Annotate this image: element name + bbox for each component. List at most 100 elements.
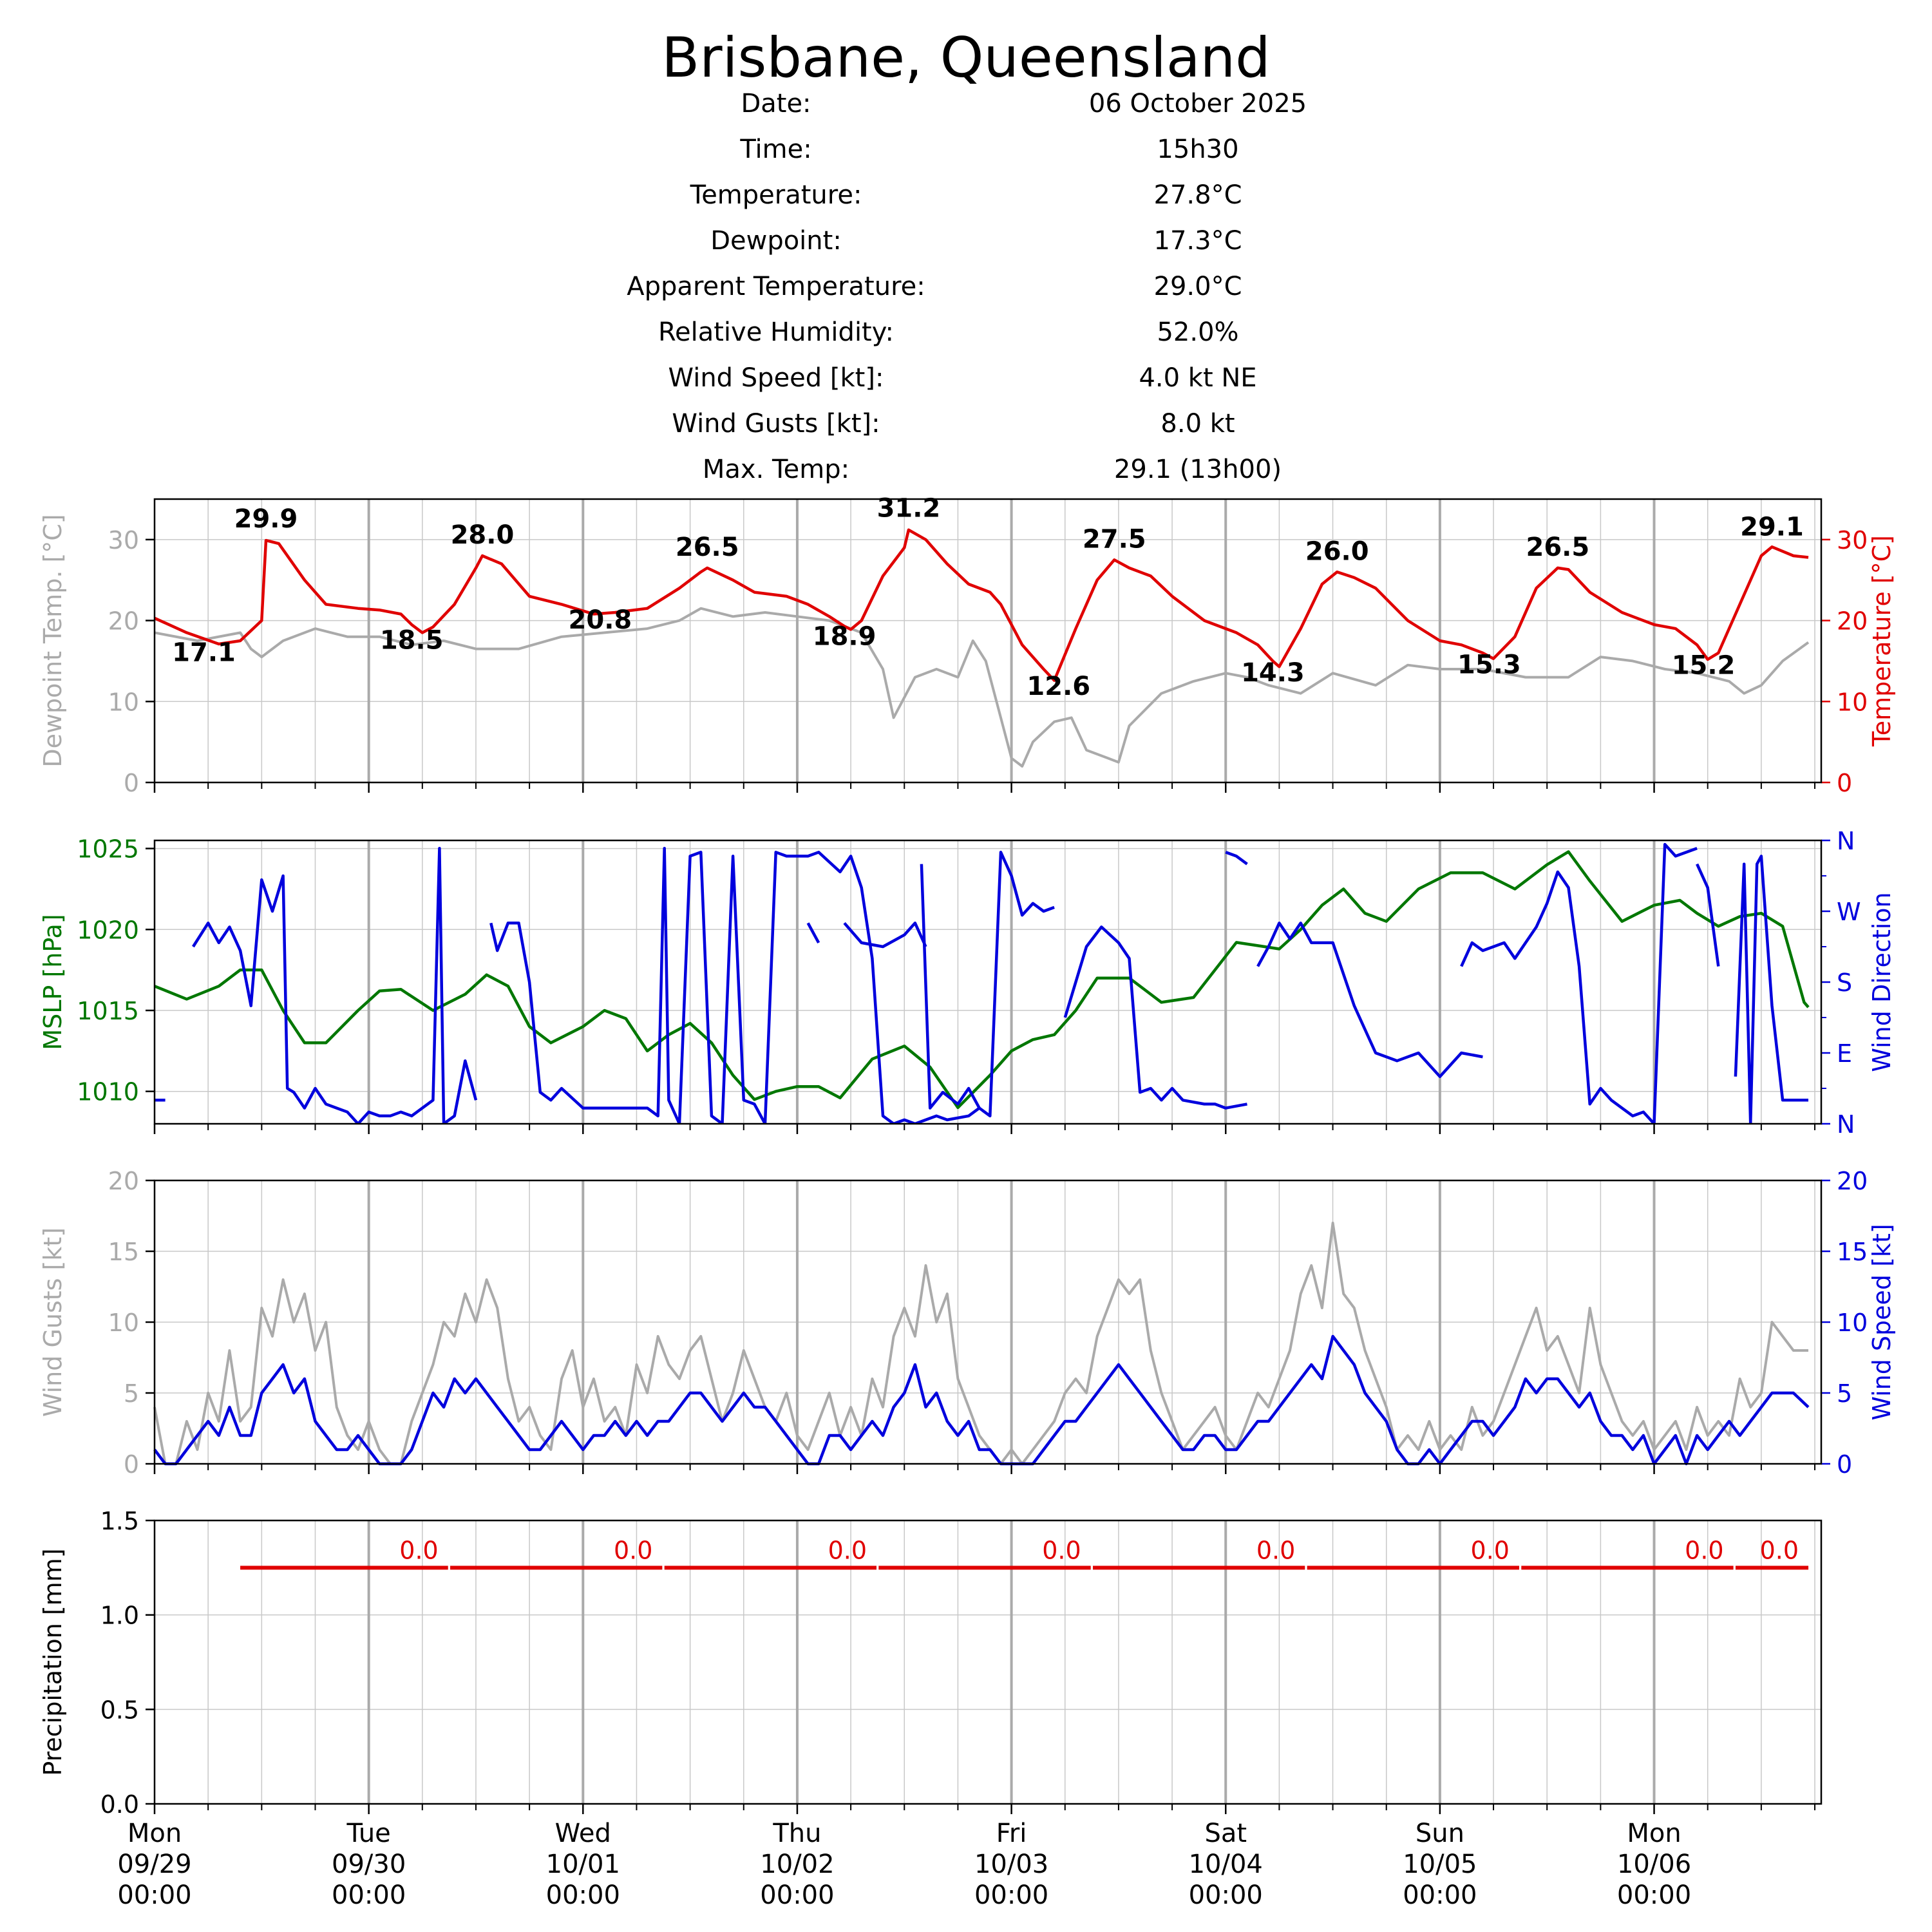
precipitation-value-label: 0.0 <box>1471 1536 1510 1564</box>
info-value-relative-humidity: 52.0% <box>1157 317 1239 347</box>
y-tick-label: 1.0 <box>100 1602 139 1630</box>
temperature-line <box>154 528 1809 682</box>
temperature-extreme-label: 20.8 <box>569 605 632 635</box>
y-axis-label-right: Wind Direction <box>1868 892 1896 1072</box>
y-tick-label: 5 <box>124 1379 139 1408</box>
x-tick-label-date: 10/03 <box>974 1850 1048 1879</box>
y-tick-label-right: 10 <box>1837 1309 1868 1337</box>
temperature-extreme-label: 29.9 <box>234 504 298 534</box>
temperature-extreme-label: 31.2 <box>877 494 941 524</box>
y-axis-label-right: Temperature [°C] <box>1868 535 1896 747</box>
y-tick-label-right: W <box>1837 898 1861 926</box>
info-label-date: Date: <box>741 89 811 118</box>
info-label-apparent-temperature: Apparent Temperature: <box>627 272 925 301</box>
y-tick-label-right: E <box>1837 1039 1852 1068</box>
temperature-extreme-label: 17.1 <box>172 638 236 667</box>
info-value-date: 06 October 2025 <box>1088 89 1307 118</box>
y-tick-label-right: 20 <box>1837 607 1868 636</box>
y-tick-label: 0.5 <box>100 1696 139 1724</box>
x-tick-label-date: 10/05 <box>1403 1850 1477 1879</box>
info-value-dewpoint: 17.3°C <box>1153 226 1242 256</box>
temperature-extreme-label: 15.2 <box>1672 651 1736 681</box>
y-tick-label-right: 10 <box>1837 688 1868 716</box>
info-table: Date: 06 October 2025 Time: 15h30 Temper… <box>0 0 1932 489</box>
panel-frame <box>153 498 1823 784</box>
y-tick-label: 10 <box>108 1309 139 1337</box>
temperature-extreme-label: 26.5 <box>1526 533 1589 562</box>
x-tick-label-time: 00:00 <box>117 1880 191 1910</box>
x-tick-label-time: 00:00 <box>1617 1880 1691 1910</box>
chart-title: Brisbane, Queensland <box>661 26 1271 90</box>
y-tick-label: 1015 <box>77 997 139 1025</box>
y-tick-label: 1020 <box>77 916 139 944</box>
x-tick-label-date: 10/04 <box>1189 1850 1263 1879</box>
info-label-dewpoint: Dewpoint: <box>710 226 842 256</box>
y-tick-label: 1010 <box>77 1078 139 1106</box>
x-tick-label-day: Thu <box>772 1819 821 1848</box>
x-tick-label-date: 10/06 <box>1617 1850 1691 1879</box>
pressure-panel-plot <box>155 842 1810 1124</box>
x-tick-label-date: 09/29 <box>117 1850 191 1879</box>
info-label-wind-speed: Wind Speed [kt]: <box>668 363 884 393</box>
info-label-time: Time: <box>740 135 812 164</box>
precipitation-value-label: 0.0 <box>614 1536 652 1564</box>
x-tick-label-time: 00:00 <box>760 1880 834 1910</box>
info-label-temperature: Temperature: <box>690 180 862 210</box>
x-tick-label-day: Wed <box>555 1819 611 1848</box>
wind-direction-line <box>1063 925 1247 1110</box>
info-label-wind-gusts: Wind Gusts [kt]: <box>672 409 880 439</box>
y-tick-label: 20 <box>108 1167 139 1195</box>
y-tick-label: 1025 <box>77 835 139 864</box>
precipitation-value-label: 0.0 <box>828 1536 867 1564</box>
y-tick-label: 1.5 <box>100 1507 139 1535</box>
precipitation-value-label: 0.0 <box>1042 1536 1081 1564</box>
y-axis-label-left: Precipitation [mm] <box>39 1548 67 1776</box>
dewpoint-line <box>154 607 1810 768</box>
precipitation-value-label: 0.0 <box>1256 1536 1295 1564</box>
info-value-max-temp: 29.1 (13h00) <box>1113 455 1282 484</box>
y-tick-label: 15 <box>108 1238 139 1266</box>
temperature-extreme-label: 26.5 <box>676 533 739 562</box>
x-tick-label-time: 00:00 <box>1403 1880 1477 1910</box>
wind-direction-line <box>1460 842 1698 1124</box>
info-value-apparent-temperature: 29.0°C <box>1153 272 1242 301</box>
x-tick-label-date: 10/02 <box>760 1850 834 1879</box>
info-label-max-temp: Max. Temp: <box>702 455 850 484</box>
x-tick-label-time: 00:00 <box>546 1880 620 1910</box>
x-tick-label-time: 00:00 <box>1189 1880 1263 1910</box>
y-tick-label-right: 0 <box>1837 1450 1852 1479</box>
wind-direction-line <box>1225 851 1248 866</box>
wind-direction-line <box>920 851 1055 1118</box>
wind-gusts-line <box>153 1222 1808 1465</box>
y-tick-label-right: 5 <box>1837 1379 1852 1408</box>
temperature-extreme-label: 26.0 <box>1305 536 1369 566</box>
temperature-extreme-label: 28.0 <box>451 520 515 550</box>
y-axis-label-left: MSLP [hPa] <box>39 914 67 1050</box>
x-tick-label-date: 09/30 <box>332 1850 406 1879</box>
x-tick-label-day: Sat <box>1204 1819 1247 1848</box>
precipitation-value-label: 0.0 <box>399 1536 438 1564</box>
wind-direction-line <box>489 846 981 1124</box>
precipitation-value-label: 0.0 <box>1760 1536 1799 1564</box>
y-tick-label: 30 <box>108 526 139 554</box>
y-tick-label-right: N <box>1837 1110 1855 1139</box>
y-tick-label-right: 15 <box>1837 1238 1868 1266</box>
y-tick-label: 0.0 <box>100 1790 139 1819</box>
info-value-wind-gusts: 8.0 kt <box>1160 409 1235 439</box>
temperature-extreme-label: 15.3 <box>1457 650 1521 679</box>
x-tick-label-day: Sun <box>1416 1819 1464 1848</box>
panel-frame <box>153 1179 1823 1465</box>
y-tick-label-right: 30 <box>1837 526 1868 554</box>
info-value-time: 15h30 <box>1157 135 1239 164</box>
info-value-wind-speed: 4.0 kt NE <box>1139 363 1257 393</box>
panel-frame <box>153 1519 1823 1805</box>
temperature-extreme-label: 27.5 <box>1083 524 1146 554</box>
info-value-temperature: 27.8°C <box>1153 180 1242 210</box>
y-axis-label-left: Dewpoint Temp. [°C] <box>39 514 67 767</box>
y-axis-label-right: Wind Speed [kt] <box>1868 1224 1896 1420</box>
y-tick-label: 0 <box>124 1450 139 1479</box>
y-tick-label: 20 <box>108 607 139 636</box>
y-tick-label-right: N <box>1837 827 1855 855</box>
x-tick-label-date: 10/01 <box>546 1850 620 1879</box>
